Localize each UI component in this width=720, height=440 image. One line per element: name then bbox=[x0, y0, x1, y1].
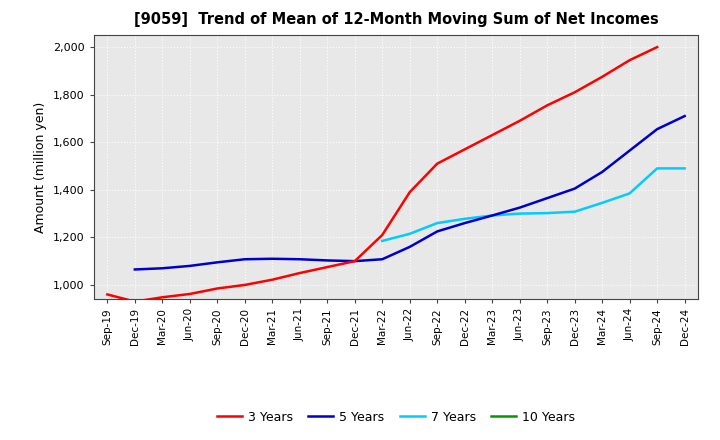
3 Years bbox=[653, 44, 662, 50]
5 Years bbox=[570, 186, 579, 191]
5 Years bbox=[653, 127, 662, 132]
Line: 7 Years: 7 Years bbox=[382, 169, 685, 241]
Line: 5 Years: 5 Years bbox=[135, 116, 685, 269]
7 Years bbox=[653, 166, 662, 171]
3 Years bbox=[405, 190, 414, 195]
Y-axis label: Amount (million yen): Amount (million yen) bbox=[35, 102, 48, 233]
3 Years bbox=[240, 282, 249, 288]
5 Years bbox=[323, 258, 332, 263]
3 Years bbox=[158, 295, 166, 300]
3 Years bbox=[433, 161, 441, 166]
3 Years bbox=[626, 58, 634, 63]
3 Years bbox=[103, 292, 112, 297]
3 Years bbox=[130, 299, 139, 304]
5 Years bbox=[516, 205, 524, 210]
Title: [9059]  Trend of Mean of 12-Month Moving Sum of Net Incomes: [9059] Trend of Mean of 12-Month Moving … bbox=[134, 12, 658, 27]
7 Years bbox=[433, 220, 441, 226]
7 Years bbox=[626, 191, 634, 196]
5 Years bbox=[186, 263, 194, 268]
5 Years bbox=[488, 213, 497, 218]
5 Years bbox=[433, 229, 441, 234]
5 Years bbox=[295, 257, 304, 262]
3 Years bbox=[516, 118, 524, 124]
5 Years bbox=[213, 260, 222, 265]
5 Years bbox=[378, 257, 387, 262]
3 Years bbox=[351, 259, 359, 264]
5 Years bbox=[680, 114, 689, 119]
7 Years bbox=[488, 213, 497, 218]
5 Years bbox=[351, 259, 359, 264]
3 Years bbox=[570, 90, 579, 95]
7 Years bbox=[378, 238, 387, 244]
5 Years bbox=[268, 256, 276, 261]
5 Years bbox=[460, 220, 469, 226]
5 Years bbox=[626, 148, 634, 153]
5 Years bbox=[543, 195, 552, 201]
3 Years bbox=[598, 74, 606, 80]
7 Years bbox=[680, 166, 689, 171]
7 Years bbox=[460, 216, 469, 221]
3 Years bbox=[378, 232, 387, 238]
5 Years bbox=[598, 169, 606, 175]
5 Years bbox=[405, 244, 414, 249]
Line: 3 Years: 3 Years bbox=[107, 47, 657, 301]
Legend: 3 Years, 5 Years, 7 Years, 10 Years: 3 Years, 5 Years, 7 Years, 10 Years bbox=[212, 406, 580, 429]
3 Years bbox=[186, 291, 194, 297]
5 Years bbox=[130, 267, 139, 272]
7 Years bbox=[570, 209, 579, 214]
3 Years bbox=[295, 271, 304, 276]
5 Years bbox=[158, 266, 166, 271]
3 Years bbox=[488, 132, 497, 138]
7 Years bbox=[543, 210, 552, 216]
7 Years bbox=[405, 231, 414, 236]
3 Years bbox=[213, 286, 222, 291]
3 Years bbox=[460, 147, 469, 152]
3 Years bbox=[543, 103, 552, 108]
7 Years bbox=[598, 200, 606, 205]
5 Years bbox=[240, 257, 249, 262]
7 Years bbox=[516, 211, 524, 216]
3 Years bbox=[268, 277, 276, 282]
3 Years bbox=[323, 264, 332, 270]
